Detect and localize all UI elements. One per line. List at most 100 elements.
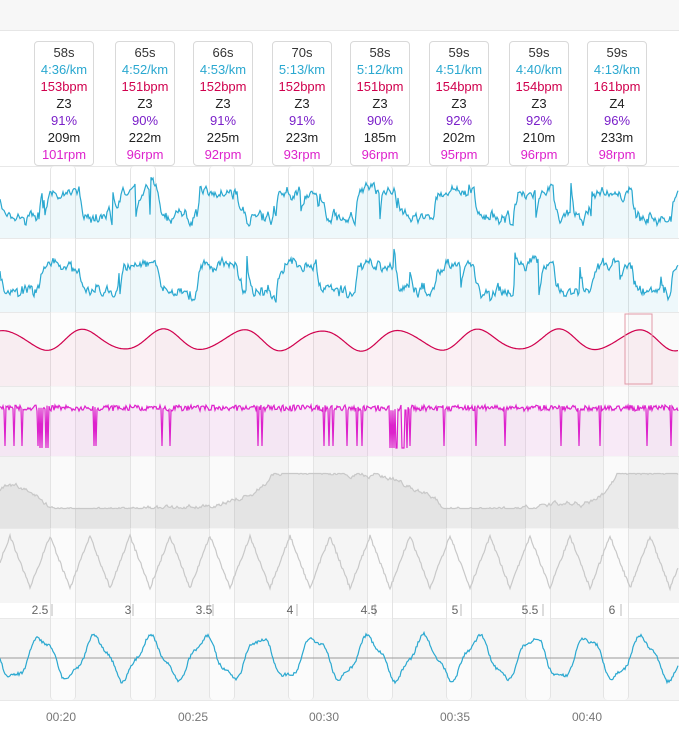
interval-zone: Z3 <box>56 96 72 111</box>
interval-cadence: 96rpm <box>520 147 558 162</box>
pace-trace <box>0 176 679 228</box>
time-tick-label: 00:35 <box>439 710 471 724</box>
interval-pace: 5:13/km <box>278 62 326 77</box>
interval-pace: 4:52/km <box>121 62 169 77</box>
interval-heart-rate: 152bpm <box>199 79 247 94</box>
interval-hr-percent: 96% <box>603 113 631 128</box>
time-tick-label: 00:20 <box>45 710 77 724</box>
heart-rate-trace <box>0 328 679 352</box>
interval-cadence: 101rpm <box>41 147 87 162</box>
interval-distance: 233m <box>600 130 634 145</box>
interval-zone: Z3 <box>294 96 310 111</box>
interval-card-7[interactable]: 59s 4:40/km 154bpm Z3 92% 210m 96rpm <box>509 41 569 166</box>
interval-hr-percent: 92% <box>445 113 473 128</box>
km-tick-label: 4.5 <box>360 603 378 617</box>
speed-trace <box>0 248 679 303</box>
interval-distance: 210m <box>522 130 556 145</box>
interval-hr-percent: 91% <box>288 113 316 128</box>
interval-hr-percent: 91% <box>50 113 78 128</box>
lane-vertical-oscillation <box>0 618 679 701</box>
interval-heart-rate: 151bpm <box>356 79 404 94</box>
interval-zone: Z3 <box>531 96 547 111</box>
interval-heart-rate: 152bpm <box>278 79 326 94</box>
interval-card-5[interactable]: 58s 5:12/km 151bpm Z3 90% 185m 96rpm <box>350 41 410 166</box>
interval-duration: 65s <box>134 45 156 60</box>
time-axis: 00:20 00:25 00:30 00:35 00:40 <box>0 700 679 751</box>
interval-cadence: 95rpm <box>440 147 478 162</box>
interval-pace: 4:36/km <box>40 62 88 77</box>
interval-band-7[interactable] <box>525 166 551 700</box>
cadence-trace <box>0 402 679 449</box>
km-tick-label: 2.5 <box>31 603 49 617</box>
interval-band-6[interactable] <box>446 166 472 700</box>
interval-heart-rate: 153bpm <box>40 79 88 94</box>
pace-trace-area <box>0 177 678 238</box>
interval-duration: 58s <box>53 45 75 60</box>
lane-elevation <box>0 456 679 529</box>
interval-card-3[interactable]: 66s 4:53/km 152bpm Z3 91% 225m 92rpm <box>193 41 253 166</box>
lane-speed <box>0 238 679 313</box>
interval-pace: 5:12/km <box>356 62 404 77</box>
heart-rate-selection-box[interactable] <box>624 313 653 385</box>
distance-axis: 2.5 3 3.5 4 4.5 5 5.5 6 <box>0 602 679 618</box>
time-tick-label: 00:25 <box>177 710 209 724</box>
interval-pace: 4:40/km <box>515 62 563 77</box>
lane-stride <box>0 528 679 603</box>
interval-heart-rate: 154bpm <box>435 79 483 94</box>
elevation-trace-area <box>0 473 678 528</box>
interval-zone: Z3 <box>215 96 231 111</box>
interval-cadence: 96rpm <box>126 147 164 162</box>
interval-band-2[interactable] <box>130 166 156 700</box>
interval-cadence: 93rpm <box>283 147 321 162</box>
interval-card-2[interactable]: 65s 4:52/km 151bpm Z3 90% 222m 96rpm <box>115 41 175 166</box>
interval-hr-percent: 90% <box>131 113 159 128</box>
interval-pace: 4:13/km <box>593 62 641 77</box>
interval-distance: 222m <box>128 130 162 145</box>
heart-rate-trace-area <box>0 328 678 386</box>
top-bar <box>0 0 679 31</box>
interval-pace: 4:53/km <box>199 62 247 77</box>
lane-cadence <box>0 386 679 457</box>
interval-band-4[interactable] <box>288 166 314 700</box>
interval-distance: 185m <box>363 130 397 145</box>
km-tick-label: 3.5 <box>195 603 213 617</box>
stride-trace <box>0 532 679 592</box>
interval-distance: 202m <box>442 130 476 145</box>
speed-trace-area <box>0 249 678 312</box>
interval-distance: 223m <box>285 130 319 145</box>
interval-duration: 59s <box>528 45 550 60</box>
oscillation-trace <box>0 630 679 685</box>
interval-zone: Z4 <box>609 96 625 111</box>
interval-heart-rate: 154bpm <box>515 79 563 94</box>
interval-duration: 59s <box>606 45 628 60</box>
lane-heart-rate <box>0 312 679 387</box>
interval-band-1[interactable] <box>50 166 76 700</box>
interval-card-6[interactable]: 59s 4:51/km 154bpm Z3 92% 202m 95rpm <box>429 41 489 166</box>
interval-distance: 225m <box>206 130 240 145</box>
km-tick-label: 3 <box>124 603 132 617</box>
interval-cadence: 96rpm <box>361 147 399 162</box>
elevation-trace <box>0 472 679 510</box>
time-tick-label: 00:30 <box>308 710 340 724</box>
km-tick-label: 6 <box>608 603 616 617</box>
interval-hr-percent: 92% <box>525 113 553 128</box>
interval-card-8[interactable]: 59s 4:13/km 161bpm Z4 96% 233m 98rpm <box>587 41 647 166</box>
km-tick-label: 5 <box>451 603 459 617</box>
interval-band-8[interactable] <box>603 166 629 700</box>
interval-duration: 70s <box>291 45 313 60</box>
km-tick-label: 4 <box>286 603 294 617</box>
interval-zone: Z3 <box>451 96 467 111</box>
interval-heart-rate: 161bpm <box>593 79 641 94</box>
interval-card-1[interactable]: 58s 4:36/km 153bpm Z3 91% 209m 101rpm <box>34 41 94 166</box>
interval-distance: 209m <box>47 130 81 145</box>
interval-duration: 58s <box>369 45 391 60</box>
interval-zone: Z3 <box>137 96 153 111</box>
interval-card-4[interactable]: 70s 5:13/km 152bpm Z3 91% 223m 93rpm <box>272 41 332 166</box>
interval-duration: 59s <box>448 45 470 60</box>
km-tick-label: 5.5 <box>521 603 539 617</box>
interval-duration: 66s <box>212 45 234 60</box>
cadence-trace-area <box>0 405 678 456</box>
time-tick-label: 00:40 <box>571 710 603 724</box>
